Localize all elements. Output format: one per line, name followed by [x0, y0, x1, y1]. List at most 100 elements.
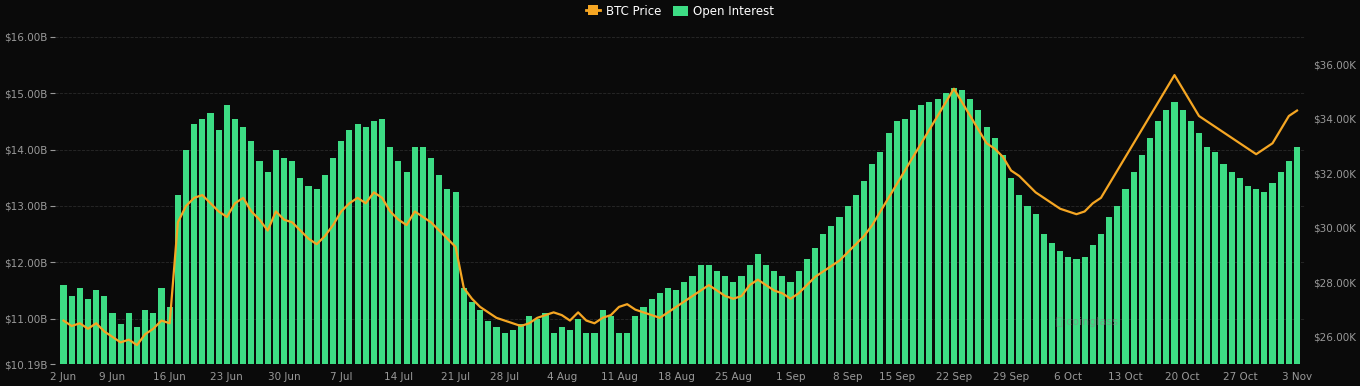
Bar — [1073, 259, 1080, 386]
Text: ⭕ coinglass: ⭕ coinglass — [1055, 317, 1118, 327]
Bar — [1049, 242, 1055, 386]
Bar — [690, 276, 695, 386]
Bar — [265, 172, 271, 386]
Bar — [518, 324, 524, 386]
Bar — [175, 195, 181, 386]
Bar — [1000, 155, 1006, 386]
Bar — [983, 127, 990, 386]
Bar — [298, 178, 303, 386]
Bar — [1130, 172, 1137, 386]
Bar — [665, 288, 670, 386]
Bar — [934, 99, 941, 386]
Bar — [208, 113, 214, 386]
Bar — [1187, 122, 1194, 386]
Bar — [641, 307, 646, 386]
Bar — [1261, 192, 1268, 386]
Bar — [1171, 102, 1178, 386]
Bar — [109, 313, 116, 386]
Bar — [894, 122, 900, 386]
Bar — [624, 333, 630, 386]
Bar — [583, 333, 589, 386]
Bar — [159, 288, 165, 386]
Bar — [714, 271, 719, 386]
Bar — [1057, 251, 1064, 386]
Bar — [902, 119, 908, 386]
Bar — [918, 105, 925, 386]
Bar — [1138, 155, 1145, 386]
Bar — [1220, 164, 1227, 386]
Bar — [150, 313, 156, 386]
Bar — [828, 225, 835, 386]
Bar — [861, 181, 868, 386]
Bar — [1228, 172, 1235, 386]
Bar — [282, 158, 287, 386]
Bar — [184, 149, 189, 386]
Bar — [698, 265, 703, 386]
Bar — [404, 172, 409, 386]
Bar — [1293, 147, 1300, 386]
Bar — [273, 149, 279, 386]
Bar — [347, 130, 352, 386]
Bar — [477, 310, 483, 386]
Bar — [1244, 186, 1251, 386]
Bar — [632, 316, 638, 386]
Bar — [1106, 217, 1112, 386]
Bar — [616, 333, 622, 386]
Bar — [1114, 206, 1121, 386]
Bar — [117, 324, 124, 386]
Bar — [869, 164, 876, 386]
Bar — [355, 124, 360, 386]
Bar — [339, 141, 344, 386]
Bar — [657, 293, 662, 386]
Bar — [461, 288, 466, 386]
Bar — [681, 282, 687, 386]
Bar — [853, 195, 860, 386]
Bar — [738, 276, 744, 386]
Bar — [951, 88, 957, 386]
Bar — [812, 248, 819, 386]
Bar — [314, 189, 320, 386]
Bar — [1236, 178, 1243, 386]
Bar — [76, 288, 83, 386]
Bar — [1212, 152, 1219, 386]
Bar — [233, 119, 238, 386]
Bar — [167, 307, 173, 386]
Bar — [706, 265, 711, 386]
Bar — [241, 127, 246, 386]
Bar — [787, 282, 794, 386]
Bar — [543, 313, 548, 386]
Bar — [1277, 172, 1284, 386]
Bar — [1122, 189, 1129, 386]
Bar — [608, 316, 613, 386]
Bar — [1285, 161, 1292, 386]
Bar — [600, 310, 605, 386]
Bar — [942, 93, 949, 386]
Bar — [1016, 195, 1023, 386]
Bar — [101, 296, 107, 386]
Bar — [306, 186, 311, 386]
Bar — [420, 147, 426, 386]
Bar — [1040, 234, 1047, 386]
Bar — [224, 105, 230, 386]
Bar — [1032, 214, 1039, 386]
Bar — [257, 161, 262, 386]
Bar — [926, 102, 933, 386]
Bar — [60, 285, 67, 386]
Bar — [502, 333, 507, 386]
Bar — [779, 276, 786, 386]
Bar — [673, 290, 679, 386]
Legend: BTC Price, Open Interest: BTC Price, Open Interest — [581, 0, 779, 23]
Bar — [1065, 257, 1072, 386]
Bar — [125, 313, 132, 386]
Bar — [141, 310, 148, 386]
Bar — [469, 302, 475, 386]
Bar — [820, 234, 827, 386]
Bar — [559, 327, 564, 386]
Bar — [412, 147, 418, 386]
Bar — [730, 282, 736, 386]
Bar — [959, 90, 966, 386]
Bar — [1195, 133, 1202, 386]
Bar — [1089, 245, 1096, 386]
Bar — [1163, 110, 1170, 386]
Bar — [796, 271, 802, 386]
